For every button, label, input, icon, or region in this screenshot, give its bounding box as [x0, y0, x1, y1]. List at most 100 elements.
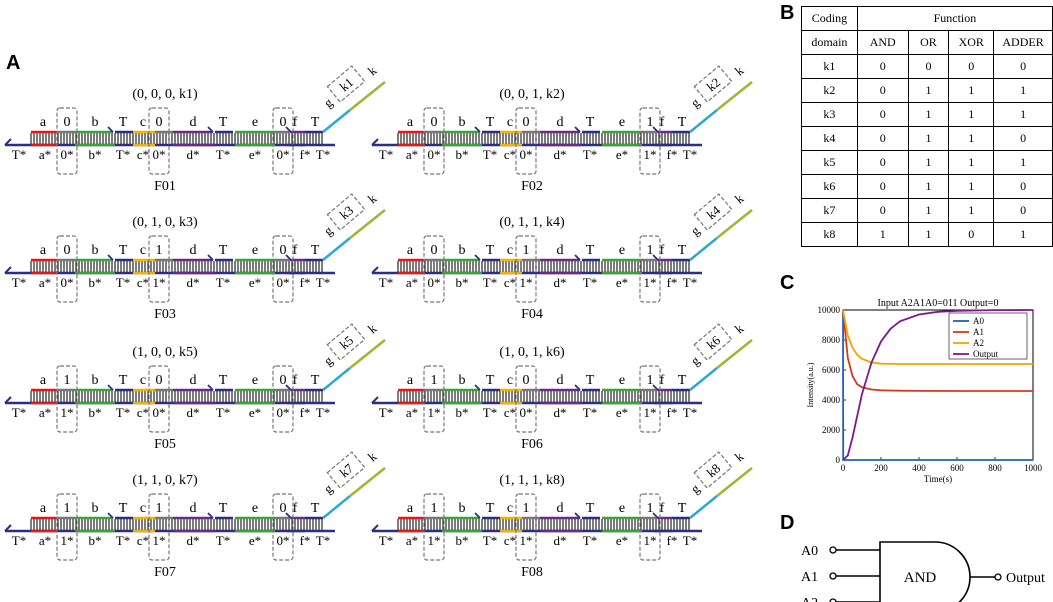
base-pair-hatch [397, 261, 690, 272]
nick-tick [285, 512, 292, 519]
top-domain-label: d [557, 373, 564, 388]
bottom-domain-label: a* [39, 405, 51, 420]
nick-tick [207, 126, 214, 133]
tail-g [322, 237, 351, 261]
bottom-domain-label: b* [89, 147, 102, 162]
bottom-domain-label: f* [667, 147, 678, 162]
table-cell-value: 0 [993, 54, 1053, 79]
bottom-domain-label: T* [216, 275, 230, 290]
top-domain-label: e [252, 115, 258, 130]
gate-input-pin [829, 572, 837, 580]
bottom-domain-label: T* [216, 405, 230, 420]
table-cell-value: 1 [948, 150, 995, 175]
nick-tick [107, 126, 114, 133]
strand-end-tick [371, 524, 379, 532]
top-domain-label: f [293, 501, 298, 516]
nick-tick [285, 126, 292, 133]
strand-label: F04 [521, 307, 543, 322]
bit-complement: 1* [644, 147, 657, 162]
top-domain-label: f [293, 243, 298, 258]
bit-box [423, 235, 445, 303]
table-cell-value: 0 [856, 126, 909, 151]
bit-value: 0 [523, 115, 530, 130]
bit-value: 1 [431, 501, 438, 516]
top-domain-label: T [219, 501, 228, 516]
top-domain-label: c [140, 373, 146, 388]
table-cell-value: 1 [907, 102, 950, 127]
table-cell-value: 0 [856, 102, 909, 127]
table-cell-domain: k4 [801, 126, 858, 151]
top-domain-label: T [311, 243, 320, 258]
x-tick-label: 800 [988, 463, 1002, 473]
bit-box [272, 235, 294, 303]
nick-tick [107, 512, 114, 519]
header-domain: domain [801, 30, 858, 55]
bottom-domain-label: e* [249, 533, 261, 548]
bit-value: 0 [280, 373, 287, 388]
legend-entry: A2 [973, 338, 984, 348]
top-domain-label: b [92, 501, 99, 516]
table-cell-value: 0 [856, 150, 909, 175]
bit-complement: 1* [153, 275, 166, 290]
top-domain-label: e [619, 373, 625, 388]
table-cell-value: 1 [948, 78, 995, 103]
bit-value: 1 [647, 501, 654, 516]
table-cell-value: 0 [993, 198, 1053, 223]
strand-end-tick [371, 396, 379, 404]
nick-tick [207, 512, 214, 519]
top-domain-label: e [252, 243, 258, 258]
bottom-domain-label: f* [667, 533, 678, 548]
bottom-domain-label: T* [683, 533, 697, 548]
strand-end-tick [4, 138, 12, 146]
bottom-domain-label: T* [583, 533, 597, 548]
bottom-domain-label: a* [406, 147, 418, 162]
strand-tuple: (0, 1, 1, k4) [499, 215, 565, 230]
bottom-domain-label: d* [554, 533, 567, 548]
bit-complement: 0* [277, 533, 290, 548]
bit-complement: 1* [644, 275, 657, 290]
bottom-domain-label: T* [316, 533, 330, 548]
bottom-domain-label: T* [683, 275, 697, 290]
y-tick-label: 0 [836, 455, 841, 465]
nick-tick [574, 384, 581, 391]
table-cell-domain: k2 [801, 78, 858, 103]
bottom-domain-label: f* [300, 147, 311, 162]
tail-k [349, 339, 386, 369]
bottom-domain-label: T* [12, 405, 26, 420]
bit-box [272, 107, 294, 175]
bit-value: 0 [156, 115, 163, 130]
table-cell-domain: k6 [801, 174, 858, 199]
top-domain-label: c [140, 243, 146, 258]
top-domain-label: T [486, 115, 495, 130]
bottom-domain-label: a* [406, 405, 418, 420]
bottom-domain-label: b* [456, 533, 469, 548]
table-cell-domain: k7 [801, 198, 858, 223]
bottom-domain-label: T* [12, 147, 26, 162]
gate-input-pin [829, 598, 837, 602]
nick-tick [652, 384, 659, 391]
bit-complement: 1* [428, 533, 441, 548]
gate-label: AND [904, 570, 937, 586]
bit-box [148, 493, 170, 561]
table-cell-value: 1 [907, 150, 950, 175]
nick-tick [652, 126, 659, 133]
table-cell-value: 1 [948, 198, 995, 223]
gate-input-pin [829, 546, 837, 554]
top-domain-label: a [40, 501, 47, 516]
series-line-output [842, 309, 1034, 461]
base-pair-hatch [397, 133, 690, 144]
top-domain-label: T [219, 243, 228, 258]
bit-box [515, 365, 537, 433]
gate-output-pin [994, 573, 1002, 581]
bottom-domain-label: f* [667, 275, 678, 290]
bottom-domain-label: T* [483, 405, 497, 420]
bottom-domain-label: d* [554, 275, 567, 290]
nick-tick [574, 254, 581, 261]
legend-entry: A0 [973, 316, 984, 326]
top-domain-label: T [119, 501, 128, 516]
table-cell-domain: k1 [801, 54, 858, 79]
